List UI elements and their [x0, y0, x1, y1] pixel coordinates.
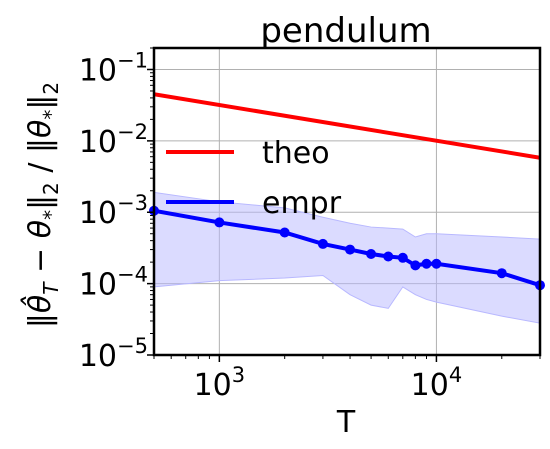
- point-empr: [496, 268, 507, 279]
- point-empr: [383, 251, 394, 262]
- plot-frame: [152, 46, 542, 357]
- series-markers: [149, 205, 545, 291]
- legend-label-empr: empr: [262, 186, 342, 221]
- band-empr: [154, 191, 540, 324]
- x-axis-ticks: 103 104: [153, 355, 541, 403]
- point-empr: [397, 252, 408, 263]
- x-tick-label: 104: [411, 363, 463, 403]
- legend: theo empr: [166, 136, 342, 221]
- point-empr: [410, 260, 421, 271]
- chart-title: pendulum: [260, 11, 431, 51]
- point-empr: [214, 217, 225, 228]
- legend-label-theo: theo: [262, 136, 330, 171]
- y-tick-label: 10−3: [79, 191, 148, 231]
- y-tick-label: 10−2: [79, 120, 148, 160]
- x-tick-label: 103: [194, 363, 246, 403]
- line-theo: [154, 92, 540, 160]
- error-bands: [154, 191, 540, 324]
- y-tick-label: 10−1: [79, 48, 148, 88]
- point-empr: [345, 244, 356, 255]
- point-empr: [421, 258, 432, 269]
- svg-text:‖θ̂T − θ*‖2 / ‖θ*‖2: ‖θ̂T − θ*‖2 / ‖θ*‖2: [20, 82, 63, 328]
- x-axis-label: T: [336, 405, 356, 440]
- point-empr: [366, 249, 377, 260]
- point-empr: [317, 238, 328, 249]
- y-axis-ticks: 10−1 10−2 10−3 10−4 10−5: [79, 47, 154, 374]
- y-tick-label: 10−5: [79, 334, 148, 374]
- point-empr: [279, 227, 290, 238]
- y-axis-label: ‖θ̂T − θ*‖2 / ‖θ*‖2: [20, 82, 63, 328]
- point-empr: [431, 258, 442, 269]
- y-tick-label: 10−4: [79, 263, 148, 303]
